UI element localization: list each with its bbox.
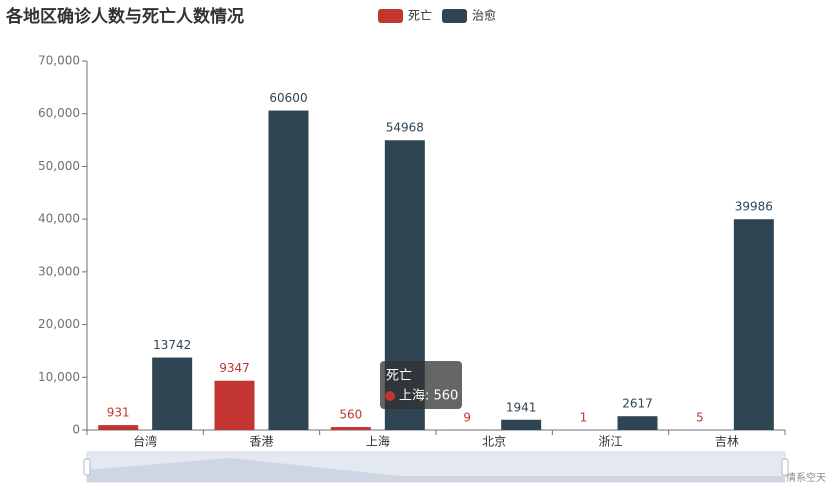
y-tick-label: 60,000 <box>38 106 80 120</box>
value-label: 2617 <box>622 397 653 411</box>
bar <box>152 357 193 430</box>
y-tick-label: 40,000 <box>38 212 80 226</box>
value-label: 60600 <box>269 91 307 105</box>
bar <box>733 219 774 430</box>
value-label: 39986 <box>735 200 773 214</box>
x-tick-label: 北京 <box>482 435 506 449</box>
bar <box>330 427 371 430</box>
value-label: 54968 <box>386 121 424 135</box>
legend-swatch <box>442 9 467 23</box>
y-tick-label: 10,000 <box>38 370 80 384</box>
bar <box>268 110 309 431</box>
bar <box>98 425 139 430</box>
legend-label: 死亡 <box>408 9 432 23</box>
y-tick-label: 20,000 <box>38 317 80 331</box>
legend-label: 治愈 <box>472 8 496 23</box>
tooltip-dot <box>385 391 395 401</box>
zoom-shadow <box>87 458 785 482</box>
legend-swatch <box>378 9 403 23</box>
value-label: 9347 <box>219 361 250 375</box>
x-tick-label: 香港 <box>249 435 273 449</box>
bar <box>214 380 255 430</box>
zoom-handle[interactable] <box>83 458 91 476</box>
y-tick-label: 50,000 <box>38 159 80 173</box>
x-tick-label: 台湾 <box>133 434 157 449</box>
bar <box>501 419 542 430</box>
value-label: 5 <box>696 410 704 424</box>
zoom-handle[interactable] <box>781 458 789 476</box>
tooltip-text: 上海: 560 <box>399 389 458 404</box>
value-label: 13742 <box>153 338 191 352</box>
chart-title: 各地区确诊人数与死亡人数情况 <box>5 6 244 27</box>
x-tick-label: 上海 <box>366 434 390 449</box>
value-label: 1941 <box>506 400 537 414</box>
x-tick-label: 浙江 <box>598 435 622 449</box>
bar <box>617 416 658 430</box>
value-label: 560 <box>339 408 362 422</box>
x-tick-label: 吉林 <box>715 435 739 449</box>
tooltip-title: 死亡 <box>386 369 412 384</box>
tooltip-box <box>380 361 462 409</box>
y-tick-label: 30,000 <box>38 264 80 278</box>
value-label: 931 <box>107 406 130 420</box>
value-label: 1 <box>580 410 588 424</box>
y-tick-label: 70,000 <box>38 54 80 68</box>
y-tick-label: 0 <box>72 423 80 437</box>
value-label: 9 <box>463 410 471 424</box>
